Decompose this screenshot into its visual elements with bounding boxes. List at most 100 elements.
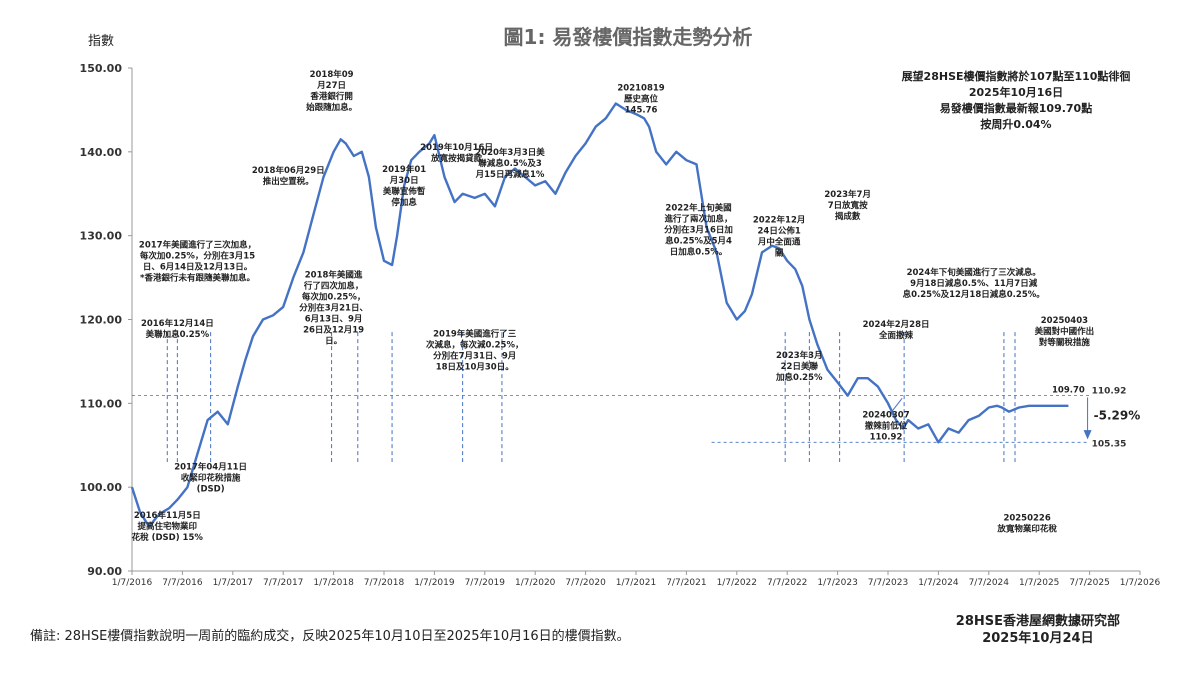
annotation-a-2017-04: 2017年04月11日收緊印花稅措施(DSD): [174, 462, 247, 495]
annotation-line: 18日及10月30日。: [436, 362, 514, 372]
annotation-line: 月30日: [389, 176, 419, 186]
annotation-a-2020-03: 2020年3月3日美聯減息0.5%及3 月15日再減息1%: [475, 147, 546, 180]
annotation-line: 次減息，每次減0.25%，: [426, 339, 524, 350]
annotation-line: 109.70: [1052, 385, 1085, 395]
annotation-a-2019-cuts: 2019年美國進行了三次減息，每次減0.25%，分別在7月31日、9月 18日及1…: [426, 328, 524, 372]
axes: [131, 68, 1140, 572]
annotation-a-2025-02: 20250226 放寬物業印花稅: [996, 514, 1057, 535]
annotation-a-2017-hikes: 2017年美國進行了三次加息，每次加0.25%，分別在3月15 日、6月14日及1…: [139, 239, 256, 283]
annotation-a-2024-02: 2024年2月28日全面撤辣: [863, 319, 930, 341]
low-point-arrow: [890, 397, 903, 413]
annotation-line: 2022年12月: [753, 214, 806, 225]
x-tick-label: 7/7/2021: [666, 578, 706, 588]
annotation-line: 行了四次加息，: [303, 281, 364, 292]
annotation-line: 20250403: [1041, 316, 1088, 326]
annotation-line: 日加息0.5%。: [670, 247, 728, 258]
annotation-line: 全面撤辣: [878, 330, 914, 341]
y-tick-label: 90.00: [87, 565, 122, 578]
annotation-line: 6月13日、9月: [305, 315, 363, 325]
x-tick-label: 1/7/2023: [817, 578, 857, 588]
annotation-line: 2016年11月5日: [134, 510, 201, 521]
annotation-line: 停加息: [391, 197, 417, 208]
summary-line-2: 2025年10月16日: [969, 85, 1063, 99]
y-tick-label: 120.00: [80, 314, 123, 327]
annotation-line: 美國對中國作出: [1035, 326, 1095, 337]
annotation-line: 24日公佈1: [758, 225, 801, 236]
y-ticks: 90.00 100.00 110.00 120.00 130.00 140.00 150.0…: [80, 62, 132, 578]
event-lines: [166, 332, 1016, 463]
x-tick-label: 1/7/2020: [515, 578, 556, 588]
x-tick-label: 1/7/2018: [313, 578, 354, 588]
annotation-line: 分別在3月21日、: [299, 303, 368, 314]
chart-title: 圖1: 易發樓價指數走勢分析: [504, 25, 753, 49]
annotation-line: 分別在7月31日、9月: [433, 350, 516, 361]
x-tick-label: 1/7/2026: [1120, 578, 1161, 588]
annotation-line: 始跟隨加息。: [306, 102, 357, 113]
annotation-line: 20240307: [862, 411, 909, 421]
y-tick-label: 110.00: [80, 397, 123, 410]
annotation-line: 息0.25%及5月4: [665, 236, 732, 247]
annotation-line: 2022年上旬美國: [665, 203, 731, 214]
annotation-a-2018-06: 2018年06月29日推出空置稅。: [252, 165, 325, 187]
annotation-line: 美聯宣佈暫: [383, 186, 426, 197]
summary-line-1: 展望28HSE樓價指數將於107點至110點徘徊: [901, 69, 1131, 83]
series-line: [130, 102, 1069, 528]
summary-text: 展望28HSE樓價指數將於107點至110點徘徊 2025年10月16日 易發樓…: [901, 69, 1131, 131]
annotation-a-2019-10: 2019年10月16日放寬按揭貸款: [420, 142, 493, 164]
x-tick-label: 7/7/2018: [364, 578, 405, 588]
annotation-line: 2023年7月: [824, 189, 871, 200]
x-tick-label: 7/7/2023: [868, 578, 908, 588]
annotation-line: 2020年3月3日美: [475, 147, 545, 158]
x-tick-label: 1/7/2024: [918, 578, 959, 588]
series-group: [130, 102, 1069, 528]
annotation-line: 26日及12月19: [303, 326, 364, 336]
change-arrow-head: [1083, 430, 1092, 440]
annotation-line: 2019年01: [382, 164, 426, 175]
annotation-line: 每次加0.25%，分別在3月15: [140, 250, 255, 261]
annotation-line: 揭成數: [835, 211, 861, 222]
x-tick-label: 1/7/2019: [414, 578, 455, 588]
annotation-a-2022-12: 2022年12月 24日公佈1 月中全面通關: [753, 214, 806, 258]
annotation-line: 美聯加息0.25%: [146, 329, 210, 340]
annotation-line: 2018年美國進: [305, 270, 363, 281]
annotation-line: 月中全面通: [757, 236, 801, 247]
y-tick-label: 150.00: [80, 62, 123, 75]
annotation-a-2021-peak: 20210819 歷史高位 145.76: [617, 84, 664, 116]
x-tick-label: 7/7/2022: [767, 578, 807, 588]
x-tick-label: 7/7/2019: [465, 578, 506, 588]
x-ticks: 1/7/2016 7/7/2016 1/7/2017 7/7/2017 1/7/2018…: [112, 571, 1161, 588]
annotation-line: 提高住宅物業印: [138, 521, 198, 532]
annotation-line: 2017年04月11日: [174, 462, 247, 473]
annotation-line: 聯減息0.5%及3: [478, 158, 542, 169]
annotation-line: 關: [775, 247, 784, 258]
annotation-a-2024-cuts: 2024年下旬美國進行了三次減息。 9月18日減息0.5%、11月7日減息0.25…: [903, 267, 1045, 300]
annotation-line: 月27日: [316, 81, 346, 91]
annotation-line: 2019年10月16日: [420, 142, 493, 153]
annotation-line: 2018年06月29日: [252, 165, 325, 176]
chart-canvas: 圖1: 易發樓價指數走勢分析 指數 90.00 100.00 110.00 120.0…: [80, 25, 1161, 588]
x-tick-label: 7/7/2016: [162, 578, 203, 588]
annotation-line: 110.92: [870, 433, 903, 443]
reference-label: 110.92: [1092, 387, 1127, 397]
annotation-a-2023-07: 2023年7月 7日放寬按揭成數: [824, 189, 871, 222]
annotation-line: 放寬按揭貸款: [430, 153, 483, 164]
annotation-line: 放寬物業印花稅: [996, 524, 1057, 535]
annotation-line: 2016年12月14日: [141, 318, 214, 329]
annotation-a-2022-hikes: 2022年上旬美國進行了兩次加息，分別在3月16日加息0.25%及5月4 日加息0…: [664, 203, 733, 258]
y-tick-label: 130.00: [80, 230, 123, 243]
annotation-line: 2017年美國進行了三次加息，: [139, 239, 256, 250]
annotation-a-2018-hikes: 2018年美國進行了四次加息，每次加0.25%，分別在3月21日、 6月13日、9…: [299, 270, 368, 347]
annotation-a-2016-12: 2016年12月14日美聯加息0.25%: [141, 318, 214, 340]
credit-block: 28HSE香港屋網數據研究部 2025年10月24日: [956, 613, 1120, 647]
x-tick-label: 1/7/2022: [717, 578, 757, 588]
annotation-a-2024-low: 20240307 撤辣前低位 110.92: [862, 411, 909, 443]
annotation-line: 進行了兩次加息，: [664, 214, 732, 225]
summary-line-3: 易發樓價指數最新報109.70點: [940, 101, 1092, 115]
footnote: 備註: 28HSE樓價指數說明一周前的臨約成交，反映2025年10月10日至20…: [30, 629, 630, 644]
x-tick-label: 7/7/2025: [1069, 578, 1109, 588]
change-label: -5.29%: [1094, 408, 1141, 422]
annotation-line: 2023年3月: [776, 350, 823, 361]
annotation-line: 2024年下旬美國進行了三次減息。: [907, 267, 1041, 278]
annotation-line: 22日美聯: [781, 361, 819, 372]
x-tick-label: 1/7/2016: [112, 578, 153, 588]
